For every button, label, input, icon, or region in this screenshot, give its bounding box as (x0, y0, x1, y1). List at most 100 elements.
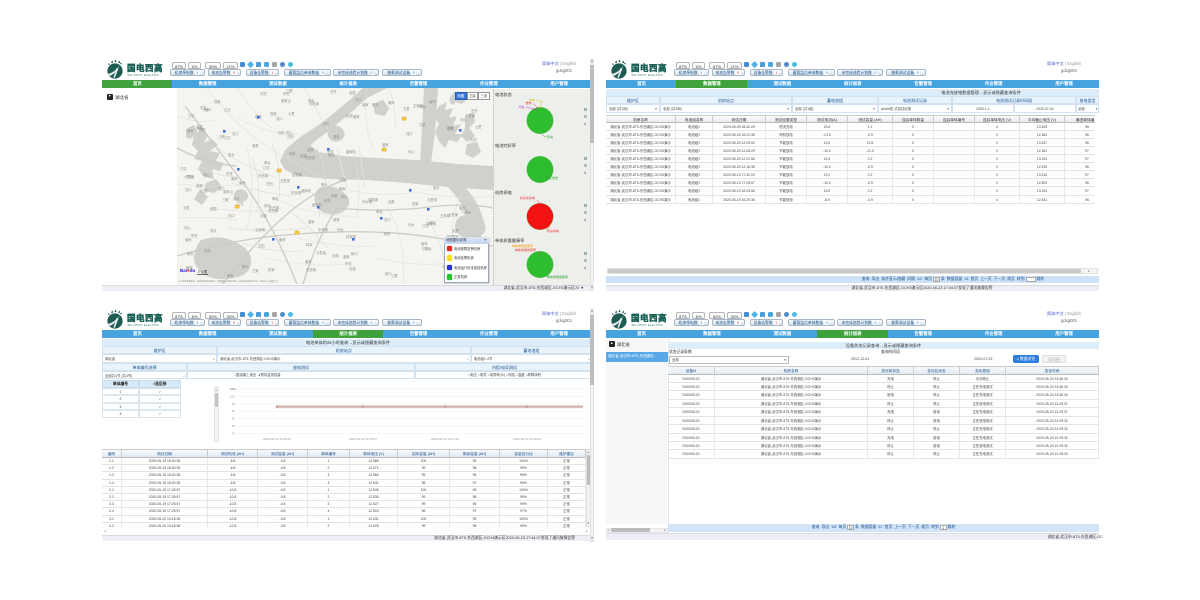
svg-text:三眼: 三眼 (391, 274, 398, 278)
svg-text:古田: 古田 (199, 127, 206, 132)
svg-text:王家墩: 王家墩 (413, 103, 424, 108)
svg-text:徐东: 徐东 (384, 231, 391, 236)
svg-text:常青: 常青 (264, 203, 271, 208)
svg-text:青山: 青山 (203, 172, 210, 177)
svg-text:青山: 青山 (341, 194, 348, 199)
svg-text:额头: 额头 (242, 264, 249, 269)
svg-text:东西湖: 东西湖 (268, 208, 279, 213)
svg-text:硚口: 硚口 (385, 271, 392, 276)
svg-text:90: 90 (232, 409, 236, 413)
svg-text:沌口: 沌口 (276, 116, 283, 121)
svg-text:95: 95 (232, 402, 236, 406)
svg-text:南岸: 南岸 (388, 100, 395, 105)
svg-text:青山: 青山 (286, 130, 293, 135)
svg-text:古田: 古田 (470, 137, 477, 142)
svg-text:µAH: µAH (230, 387, 236, 391)
svg-text:金银: 金银 (210, 206, 217, 211)
svg-text:江汉: 江汉 (224, 107, 231, 112)
svg-text:五里墩: 五里墩 (427, 197, 438, 202)
svg-text:南岸: 南岸 (279, 237, 286, 242)
svg-text:将军路: 将军路 (346, 234, 357, 239)
svg-text:丹水: 丹水 (408, 222, 415, 227)
svg-text:四新: 四新 (270, 111, 277, 116)
svg-text:谌家: 谌家 (186, 265, 193, 270)
svg-text:四新: 四新 (214, 99, 221, 104)
svg-text:汉口: 汉口 (232, 131, 239, 136)
svg-text:金银: 金银 (349, 90, 356, 95)
svg-text:琴台: 琴台 (376, 209, 383, 214)
svg-text:100: 100 (230, 394, 235, 398)
svg-text:江汉: 江汉 (263, 165, 270, 170)
svg-text:琴台: 琴台 (264, 160, 271, 165)
svg-text:堤角: 堤角 (328, 152, 335, 157)
svg-text:南岸: 南岸 (239, 180, 246, 185)
svg-text:宗关: 宗关 (226, 171, 233, 176)
svg-text:五里: 五里 (403, 106, 410, 111)
svg-text:85: 85 (232, 417, 236, 421)
svg-text:金银湖: 金银湖 (292, 172, 303, 177)
svg-text:汉阳: 汉阳 (322, 121, 329, 126)
svg-text:琴台: 琴台 (197, 126, 204, 131)
svg-text:汉口: 汉口 (384, 217, 391, 222)
svg-text:吴家: 吴家 (227, 273, 234, 278)
svg-text:南岸: 南岸 (231, 176, 238, 181)
svg-text:墨水: 墨水 (433, 185, 440, 190)
svg-text:金银湖: 金银湖 (368, 197, 379, 202)
svg-text:南岸: 南岸 (429, 99, 436, 104)
svg-text:金银: 金银 (300, 153, 307, 158)
svg-text:2020-05-20 10:24:34: 2020-05-20 10:24:34 (431, 437, 459, 441)
svg-text:宗关: 宗关 (283, 91, 290, 96)
svg-text:吴家: 吴家 (339, 186, 346, 191)
svg-text:丹水池: 丹水池 (362, 199, 373, 204)
svg-text:谌家: 谌家 (305, 259, 312, 264)
svg-text:常青: 常青 (372, 102, 379, 107)
svg-text:南岸: 南岸 (464, 210, 471, 215)
svg-text:古田: 古田 (287, 134, 294, 139)
svg-text:月湖: 月湖 (332, 253, 339, 258)
svg-text:汉口: 汉口 (185, 187, 192, 192)
svg-text:徐东: 徐东 (187, 251, 194, 256)
svg-text:谌家矶: 谌家矶 (301, 188, 312, 193)
svg-text:古田: 古田 (266, 181, 273, 186)
svg-text:丹水: 丹水 (337, 227, 344, 232)
svg-text:南岸: 南岸 (421, 241, 428, 246)
svg-text:三眼: 三眼 (222, 198, 229, 202)
svg-text:105: 105 (230, 387, 235, 391)
svg-text:谌家: 谌家 (382, 142, 389, 147)
svg-text:宗关: 宗关 (191, 233, 198, 238)
svg-text:月湖: 月湖 (339, 177, 346, 182)
svg-text:月湖: 月湖 (260, 213, 267, 218)
svg-text:王家: 王家 (252, 268, 259, 273)
svg-text:青山: 青山 (460, 117, 467, 122)
svg-text:十里铺: 十里铺 (465, 113, 476, 118)
svg-text:琴台: 琴台 (419, 104, 426, 109)
svg-text:武昌: 武昌 (388, 199, 395, 204)
svg-text:额头: 额头 (321, 182, 328, 187)
svg-text:金银: 金银 (196, 183, 203, 188)
svg-text:东西湖: 东西湖 (269, 205, 280, 210)
svg-text:七里: 七里 (288, 111, 295, 116)
svg-text:王家墩: 王家墩 (440, 213, 451, 218)
svg-text:汉口: 汉口 (228, 213, 235, 218)
svg-text:东西湖: 东西湖 (306, 267, 317, 272)
svg-text:堤角: 堤角 (333, 134, 340, 139)
svg-text:谌家: 谌家 (187, 128, 194, 133)
svg-text:谌家: 谌家 (362, 102, 369, 107)
svg-text:宗关: 宗关 (345, 261, 352, 266)
svg-text:汉口: 汉口 (422, 246, 429, 251)
svg-text:七里: 七里 (475, 124, 482, 129)
svg-text:硚口: 硚口 (205, 107, 212, 112)
svg-text:2020-05-19 16:25:05: 2020-05-19 16:25:05 (263, 437, 291, 441)
svg-text:80: 80 (232, 424, 236, 428)
svg-text:四新: 四新 (331, 193, 338, 198)
svg-text:东西: 东西 (204, 248, 211, 253)
svg-text:2020-05-19 17:25:57: 2020-05-19 17:25:57 (349, 437, 377, 441)
svg-text:琴台: 琴台 (272, 196, 279, 201)
svg-text:青山: 青山 (184, 225, 191, 230)
svg-text:墨水: 墨水 (228, 152, 235, 157)
svg-text:堤角: 堤角 (289, 151, 296, 156)
svg-text:沌口: 沌口 (429, 220, 436, 225)
svg-text:堤角: 堤角 (333, 217, 340, 222)
svg-text:谌家: 谌家 (459, 205, 466, 210)
svg-text:东西湖: 东西湖 (291, 190, 302, 195)
